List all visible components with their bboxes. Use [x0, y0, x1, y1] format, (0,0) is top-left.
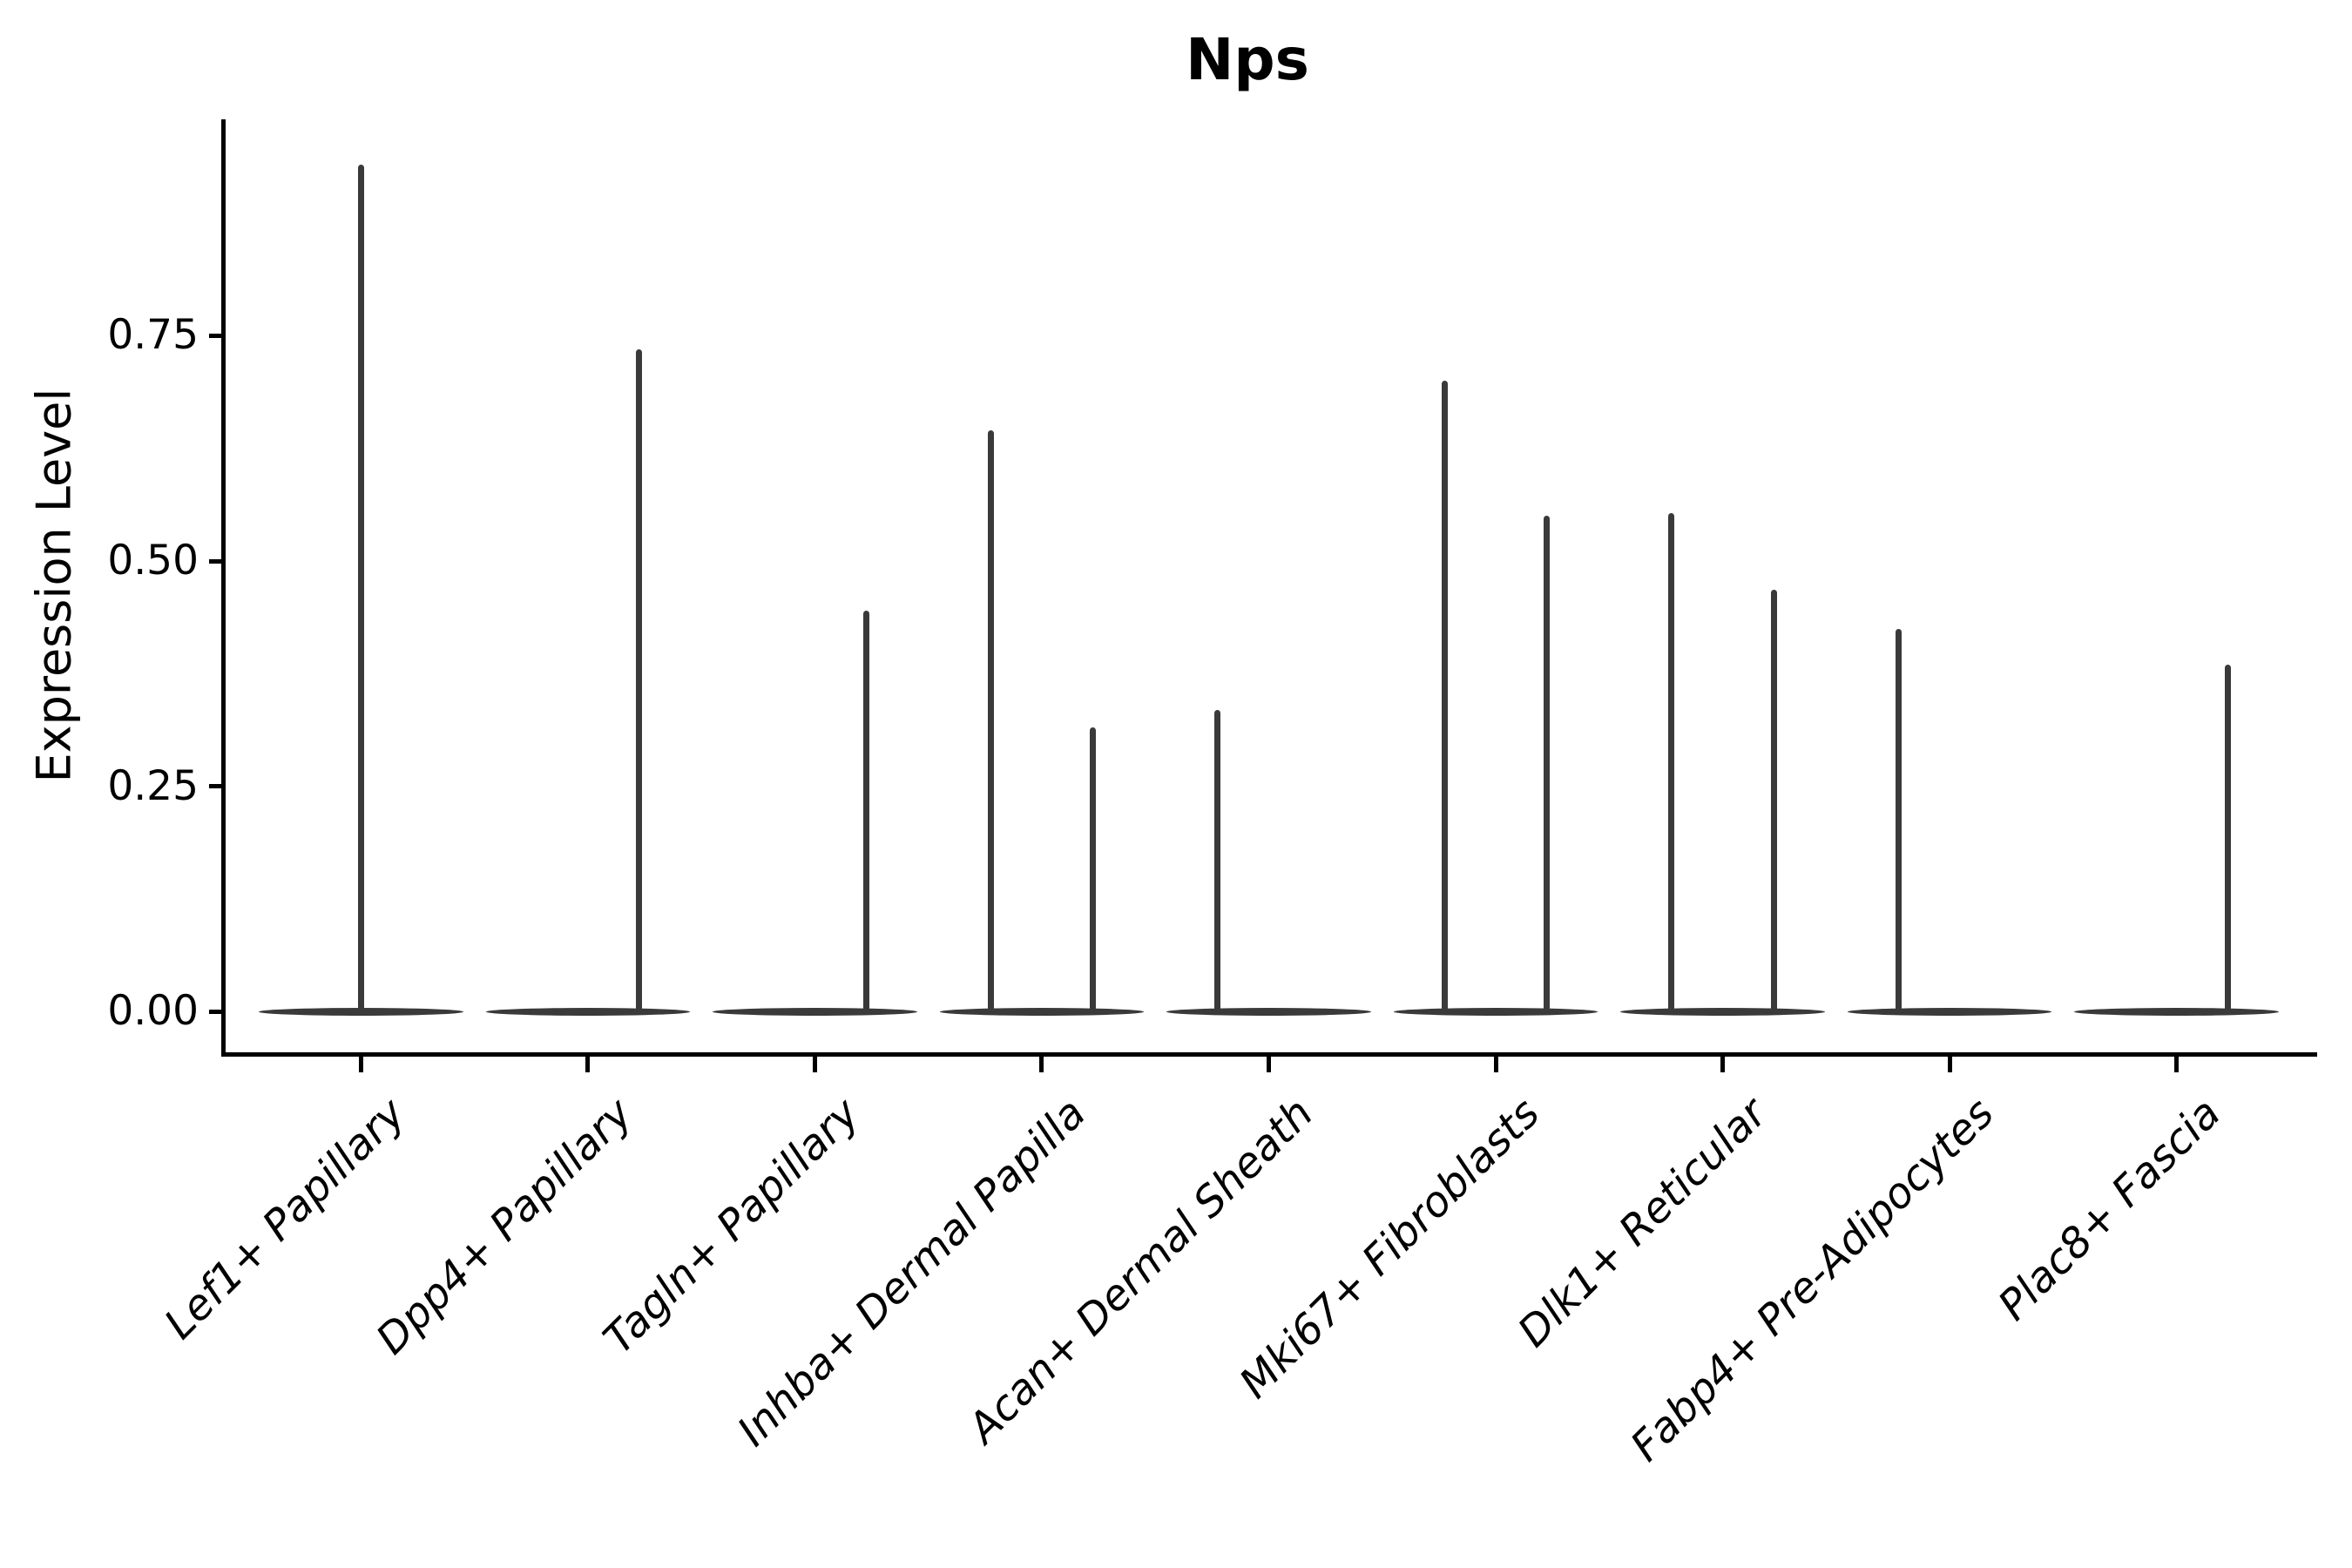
- violin-body: [259, 1007, 463, 1016]
- x-tick-mark: [2174, 1057, 2180, 1072]
- y-tick-label: 0.75: [107, 311, 199, 360]
- x-tick-mark: [812, 1057, 817, 1072]
- violin-body: [713, 1007, 917, 1016]
- violin-body: [485, 1007, 691, 1016]
- violin-body: [1847, 1007, 2052, 1016]
- x-tick-mark: [1039, 1057, 1044, 1072]
- x-tick-label: Fabp4+ Pre-Adipocytes: [1621, 1089, 2004, 1471]
- y-tick-label: 0.50: [107, 537, 199, 585]
- violin-body: [1166, 1007, 1371, 1016]
- violin-max-spike: [987, 430, 994, 1012]
- violin-body: [1620, 1007, 1825, 1016]
- y-axis-line: [221, 119, 226, 1057]
- violin-max-spike: [1896, 628, 1902, 1012]
- y-tick-mark: [209, 1009, 222, 1014]
- x-tick-mark: [585, 1057, 591, 1072]
- x-tick-label: Plac8+ Fascia: [1989, 1089, 2231, 1330]
- y-tick-label: 0.25: [107, 761, 199, 810]
- violin-max-spike: [1544, 516, 1551, 1012]
- x-tick-label: Lef1+ Papillary: [154, 1089, 415, 1349]
- x-tick-mark: [1947, 1057, 1952, 1072]
- violin-max-spike: [635, 348, 642, 1012]
- y-tick-mark: [209, 784, 222, 789]
- x-tick-mark: [1720, 1057, 1726, 1072]
- y-tick-label: 0.00: [107, 987, 199, 1036]
- y-axis-label: Expression Level: [26, 388, 82, 783]
- violin-max-spike: [1441, 381, 1448, 1012]
- x-axis-line: [221, 1052, 2317, 1057]
- violin-max-spike: [1770, 590, 1777, 1012]
- violin-max-spike: [1668, 513, 1675, 1012]
- violin-max-spike: [862, 610, 869, 1012]
- x-tick-label: Dlk1+ Reticular: [1508, 1089, 1777, 1357]
- x-tick-mark: [1267, 1057, 1271, 1072]
- y-tick-mark: [209, 333, 222, 338]
- violin-body: [2074, 1007, 2279, 1016]
- x-tick-mark: [358, 1057, 363, 1072]
- violin-max-spike: [1090, 727, 1097, 1012]
- x-tick-mark: [1493, 1057, 1498, 1072]
- y-tick-mark: [209, 558, 222, 564]
- violin-body: [1393, 1007, 1598, 1016]
- plot-title: Nps: [1186, 26, 1309, 93]
- violin-max-spike: [357, 164, 364, 1012]
- violin-max-spike: [2224, 665, 2231, 1012]
- violin-max-spike: [1214, 709, 1221, 1012]
- violin-body: [939, 1007, 1145, 1016]
